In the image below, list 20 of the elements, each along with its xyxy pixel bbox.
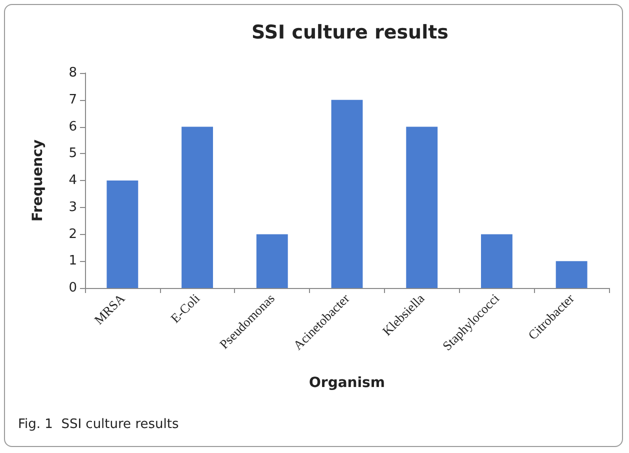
y-tick-label: 1	[68, 254, 77, 269]
bar	[480, 234, 512, 288]
x-axis-title: Organism	[309, 375, 385, 391]
y-axis-title: Frequency	[30, 140, 46, 222]
bar	[406, 126, 438, 288]
y-tick-label: 8	[68, 66, 77, 80]
y-tick-label: 4	[68, 173, 77, 188]
bar	[256, 234, 288, 288]
bar	[331, 100, 363, 288]
caption: Fig. 1 SSI culture results	[18, 417, 179, 432]
y-tick-label: 6	[68, 119, 77, 134]
bar	[106, 180, 138, 288]
y-tick-label: 7	[68, 92, 77, 108]
chart-title: SSI culture results	[252, 22, 448, 44]
y-tick-label: 2	[68, 226, 77, 242]
y-tick-label: 5	[68, 146, 77, 162]
y-tick-label: 3	[68, 200, 77, 215]
bar	[556, 261, 588, 288]
bar	[182, 126, 214, 288]
y-tick-label: 0	[68, 280, 77, 296]
